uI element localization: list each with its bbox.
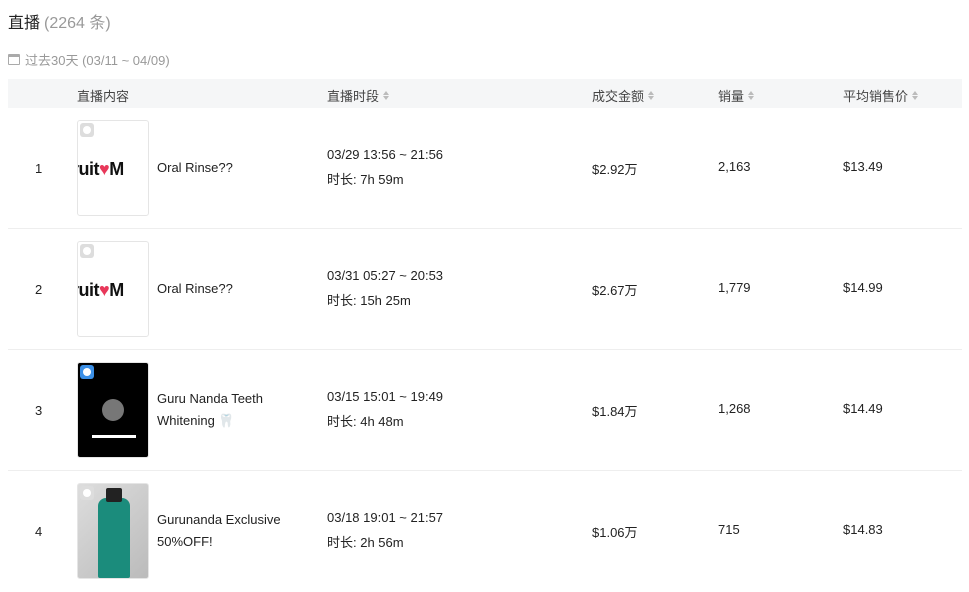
play-icon	[80, 486, 94, 500]
time-range: 03/29 13:56 ~ 21:56	[327, 147, 444, 162]
duration: 时长: 2h 56m	[327, 535, 404, 550]
sales: 715	[718, 522, 740, 537]
table-row[interactable]: 3 Guru Nanda Teeth Whitening 🦷 03/15 15:…	[8, 350, 962, 471]
column-label: 销量	[718, 89, 745, 104]
table-row[interactable]: 2 ruit♥M Oral Rinse?? 03/31 05:27 ~ 20:5…	[8, 229, 962, 350]
time-range: 03/15 15:01 ~ 19:49	[327, 389, 444, 404]
live-title[interactable]: Oral Rinse??	[157, 281, 233, 296]
live-period: 03/29 13:56 ~ 21:56 时长: 7h 59m	[327, 142, 443, 192]
duration: 时长: 7h 59m	[327, 172, 404, 187]
table-row[interactable]: 1 ruit♥M Oral Rinse?? 03/29 13:56 ~ 21:5…	[8, 108, 962, 229]
duration: 时长: 15h 25m	[327, 293, 411, 308]
column-label: 成交金额	[592, 89, 645, 104]
row-index: 4	[35, 524, 43, 539]
table-header: 直播内容 直播时段 成交金额 销量 平均销售价	[8, 79, 962, 108]
column-time[interactable]: 直播时段	[327, 86, 390, 105]
row-index: 1	[35, 161, 43, 176]
column-amount[interactable]: 成交金额	[592, 86, 655, 105]
sales: 1,268	[718, 401, 751, 416]
avg-price: $14.99	[843, 280, 883, 295]
sales: 2,163	[718, 159, 751, 174]
sort-icon[interactable]	[748, 91, 755, 100]
play-icon	[80, 123, 94, 137]
column-sales[interactable]: 销量	[718, 86, 755, 105]
table-row[interactable]: 4 Gurunanda Exclusive 50%OFF! 03/18 19:0…	[8, 471, 962, 592]
live-title[interactable]: Gurunanda Exclusive 50%OFF!	[157, 512, 281, 549]
title-text: 直播	[8, 15, 41, 32]
date-range[interactable]: 过去30天 (03/11 ~ 04/09)	[8, 50, 170, 69]
time-range: 03/18 19:01 ~ 21:57	[327, 510, 444, 525]
brand-logo: ruit♥M	[78, 159, 124, 179]
avg-price: $14.49	[843, 401, 883, 416]
live-thumbnail[interactable]	[77, 483, 149, 579]
page-title: 直播 (2264 条)	[8, 9, 111, 33]
video-play-icon	[102, 399, 124, 421]
row-index: 2	[35, 282, 43, 297]
sort-icon[interactable]	[383, 91, 390, 100]
live-thumbnail[interactable]: ruit♥M	[77, 120, 149, 216]
sort-icon[interactable]	[912, 91, 919, 100]
result-count: (2264 条)	[44, 15, 111, 32]
column-label: 平均销售价	[843, 89, 909, 104]
amount: $2.67万	[592, 283, 638, 298]
live-thumbnail[interactable]	[77, 362, 149, 458]
play-icon	[80, 244, 94, 258]
live-title[interactable]: Guru Nanda Teeth Whitening 🦷	[157, 391, 263, 428]
live-thumbnail[interactable]: ruit♥M	[77, 241, 149, 337]
sales: 1,779	[718, 280, 751, 295]
brand-logo: ruit♥M	[78, 280, 124, 300]
product-bottle	[98, 488, 130, 578]
calendar-icon	[8, 54, 20, 65]
amount: $1.84万	[592, 404, 638, 419]
live-period: 03/31 05:27 ~ 20:53 时长: 15h 25m	[327, 263, 443, 313]
duration: 时长: 4h 48m	[327, 414, 404, 429]
sort-icon[interactable]	[648, 91, 655, 100]
row-index: 3	[35, 403, 43, 418]
play-icon	[80, 365, 94, 379]
amount: $2.92万	[592, 162, 638, 177]
date-range-text: 过去30天 (03/11 ~ 04/09)	[25, 53, 170, 68]
thumb-bar	[92, 435, 136, 438]
amount: $1.06万	[592, 525, 638, 540]
live-period: 03/15 15:01 ~ 19:49 时长: 4h 48m	[327, 384, 443, 434]
avg-price: $13.49	[843, 159, 883, 174]
time-range: 03/31 05:27 ~ 20:53	[327, 268, 444, 283]
column-label: 直播时段	[327, 89, 380, 104]
column-avg-price[interactable]: 平均销售价	[843, 86, 919, 105]
column-label: 直播内容	[77, 89, 130, 104]
avg-price: $14.83	[843, 522, 883, 537]
column-content: 直播内容	[77, 86, 129, 105]
live-period: 03/18 19:01 ~ 21:57 时长: 2h 56m	[327, 505, 443, 555]
live-title[interactable]: Oral Rinse??	[157, 160, 233, 175]
